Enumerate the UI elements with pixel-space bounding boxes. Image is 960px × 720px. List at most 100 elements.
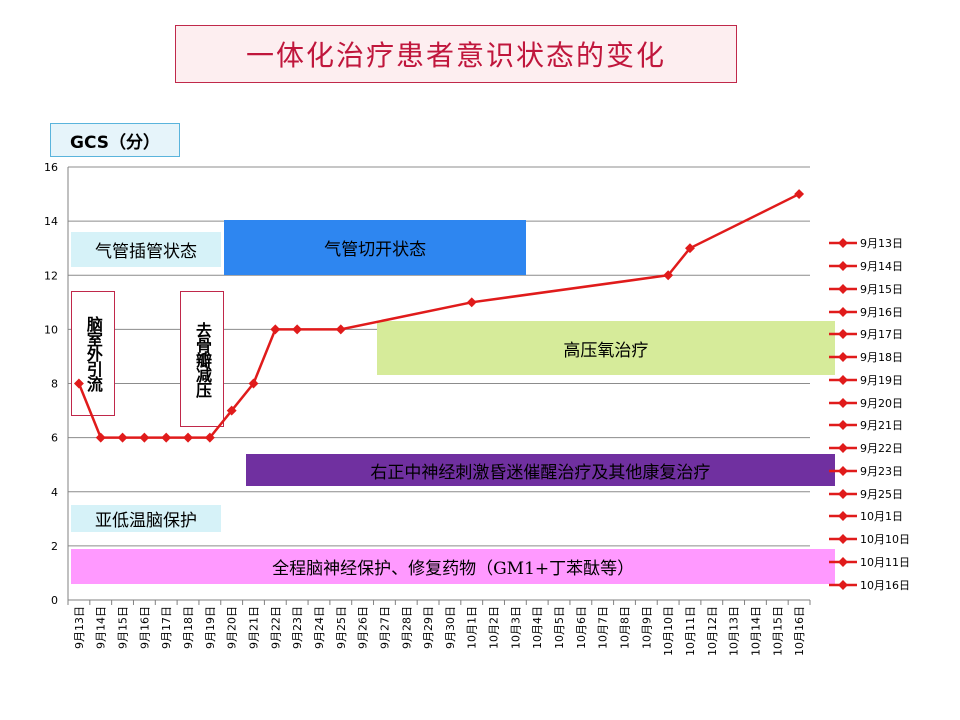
x-tick-label: 10月6日: [575, 606, 588, 649]
annotation-evd: 脑室外引流: [70, 291, 115, 416]
x-tick-label: 10月14日: [749, 606, 762, 656]
annotation-text: 高压氧治疗: [563, 340, 649, 361]
legend-label: 9月22日: [860, 442, 903, 456]
legend-item: 9月16日: [828, 300, 958, 323]
legend-label: 9月21日: [860, 419, 903, 433]
y-tick-label: 2: [51, 540, 58, 553]
annotation-neuroprotect: 全程脑神经保护、修复药物（GM1+丁苯酞等）: [71, 548, 835, 584]
legend-item: 9月18日: [828, 346, 958, 369]
x-tick-label: 9月13日: [73, 606, 86, 649]
annotation-text: 亚低温脑保护: [95, 511, 197, 532]
legend-swatch: [829, 556, 857, 567]
legend-swatch: [829, 465, 857, 476]
x-tick-label: 9月15日: [117, 606, 130, 649]
legend-swatch: [829, 261, 857, 272]
legend-swatch: [829, 579, 857, 590]
legend-label: 9月17日: [860, 328, 903, 342]
x-tick-label: 9月24日: [313, 606, 326, 649]
x-tick-label: 10月8日: [619, 606, 632, 649]
x-tick-label: 9月22日: [269, 606, 282, 649]
x-tick-label: 9月20日: [226, 606, 239, 649]
legend-swatch: [829, 511, 857, 522]
legend-swatch: [829, 443, 857, 454]
chart-legend: 9月13日 9月14日 9月15日 9月16日 9月17日 9月18日 9月19日 9月20日…: [828, 232, 958, 596]
legend-item: 10月1日: [828, 505, 958, 528]
x-tick-label: 9月28日: [400, 606, 413, 649]
legend-swatch: [829, 238, 857, 249]
legend-swatch: [829, 306, 857, 317]
legend-label: 9月16日: [860, 305, 903, 319]
legend-label: 9月13日: [860, 237, 903, 251]
legend-item: 10月16日: [828, 573, 958, 596]
annotation-text: 气管插管状态: [95, 242, 197, 263]
x-tick-label: 10月10日: [662, 606, 675, 656]
x-tick-label: 10月2日: [488, 606, 501, 649]
legend-label: 10月1日: [860, 510, 903, 524]
legend-swatch: [829, 420, 857, 431]
y-axis-label: GCS（分）: [50, 123, 180, 157]
legend-item: 9月15日: [828, 278, 958, 301]
legend-item: 9月25日: [828, 482, 958, 505]
legend-label: 9月19日: [860, 373, 903, 387]
x-tick-label: 10月13日: [728, 606, 741, 656]
annotation-stim: 右正中神经刺激昏迷催醒治疗及其他康复治疗: [245, 453, 835, 487]
legend-item: 9月17日: [828, 323, 958, 346]
x-tick-label: 10月1日: [466, 606, 479, 649]
annotation-tracheotomy: 气管切开状态: [224, 219, 527, 276]
legend-item: 9月21日: [828, 414, 958, 437]
x-tick-label: 10月11日: [684, 606, 697, 656]
legend-swatch: [829, 534, 857, 545]
x-tick-label: 9月21日: [248, 606, 261, 649]
annotation-intubation: 气管插管状态: [71, 231, 221, 268]
x-tick-label: 10月3日: [509, 606, 522, 649]
x-tick-label: 9月25日: [335, 606, 348, 649]
y-tick-label: 8: [51, 378, 58, 391]
legend-swatch: [829, 488, 857, 499]
legend-item: 9月13日: [828, 232, 958, 255]
x-tick-label: 10月4日: [531, 606, 544, 649]
y-tick-label: 12: [44, 269, 58, 282]
y-tick-label: 6: [51, 432, 58, 445]
legend-label: 9月25日: [860, 487, 903, 501]
legend-label: 10月16日: [860, 578, 910, 592]
legend-label: 10月11日: [860, 555, 910, 569]
x-tick-label: 9月17日: [160, 606, 173, 649]
legend-item: 9月23日: [828, 460, 958, 483]
x-tick-label: 9月30日: [444, 606, 457, 649]
legend-item: 9月20日: [828, 391, 958, 414]
legend-label: 9月23日: [860, 464, 903, 478]
legend-label: 10月10日: [860, 533, 910, 547]
legend-label: 9月20日: [860, 396, 903, 410]
annotation-text: 脑室外引流: [83, 316, 103, 392]
y-tick-label: 10: [44, 323, 58, 336]
x-tick-label: 9月29日: [422, 606, 435, 649]
annotation-hbo: 高压氧治疗: [376, 321, 835, 376]
legend-item: 9月19日: [828, 369, 958, 392]
x-tick-label: 9月19日: [204, 606, 217, 649]
x-tick-label: 10月9日: [640, 606, 653, 649]
x-tick-label: 9月23日: [291, 606, 304, 649]
annotation-decompress: 去骨瓣减压: [180, 291, 225, 427]
x-tick-label: 10月5日: [553, 606, 566, 649]
page-title: 一体化治疗患者意识状态的变化: [175, 25, 737, 83]
legend-swatch: [829, 374, 857, 385]
legend-item: 9月22日: [828, 437, 958, 460]
legend-swatch: [829, 352, 857, 363]
legend-item: 10月10日: [828, 528, 958, 551]
y-tick-label: 4: [51, 486, 58, 499]
x-tick-label: 9月18日: [182, 606, 195, 649]
annotation-text: 全程脑神经保护、修复药物（GM1+丁苯酞等）: [272, 558, 635, 579]
annotation-text: 去骨瓣减压: [193, 321, 213, 397]
legend-swatch: [829, 397, 857, 408]
x-tick-label: 9月16日: [138, 606, 151, 649]
y-tick-label: 0: [51, 594, 58, 607]
legend-item: 9月14日: [828, 255, 958, 278]
legend-swatch: [829, 329, 857, 340]
annotation-text: 气管切开状态: [324, 240, 427, 260]
annotation-hypothermia: 亚低温脑保护: [71, 505, 221, 533]
x-tick-label: 9月26日: [357, 606, 370, 649]
legend-item: 10月11日: [828, 551, 958, 574]
legend-swatch: [829, 283, 857, 294]
x-tick-label: 10月7日: [597, 606, 610, 649]
y-tick-label: 16: [44, 161, 58, 174]
